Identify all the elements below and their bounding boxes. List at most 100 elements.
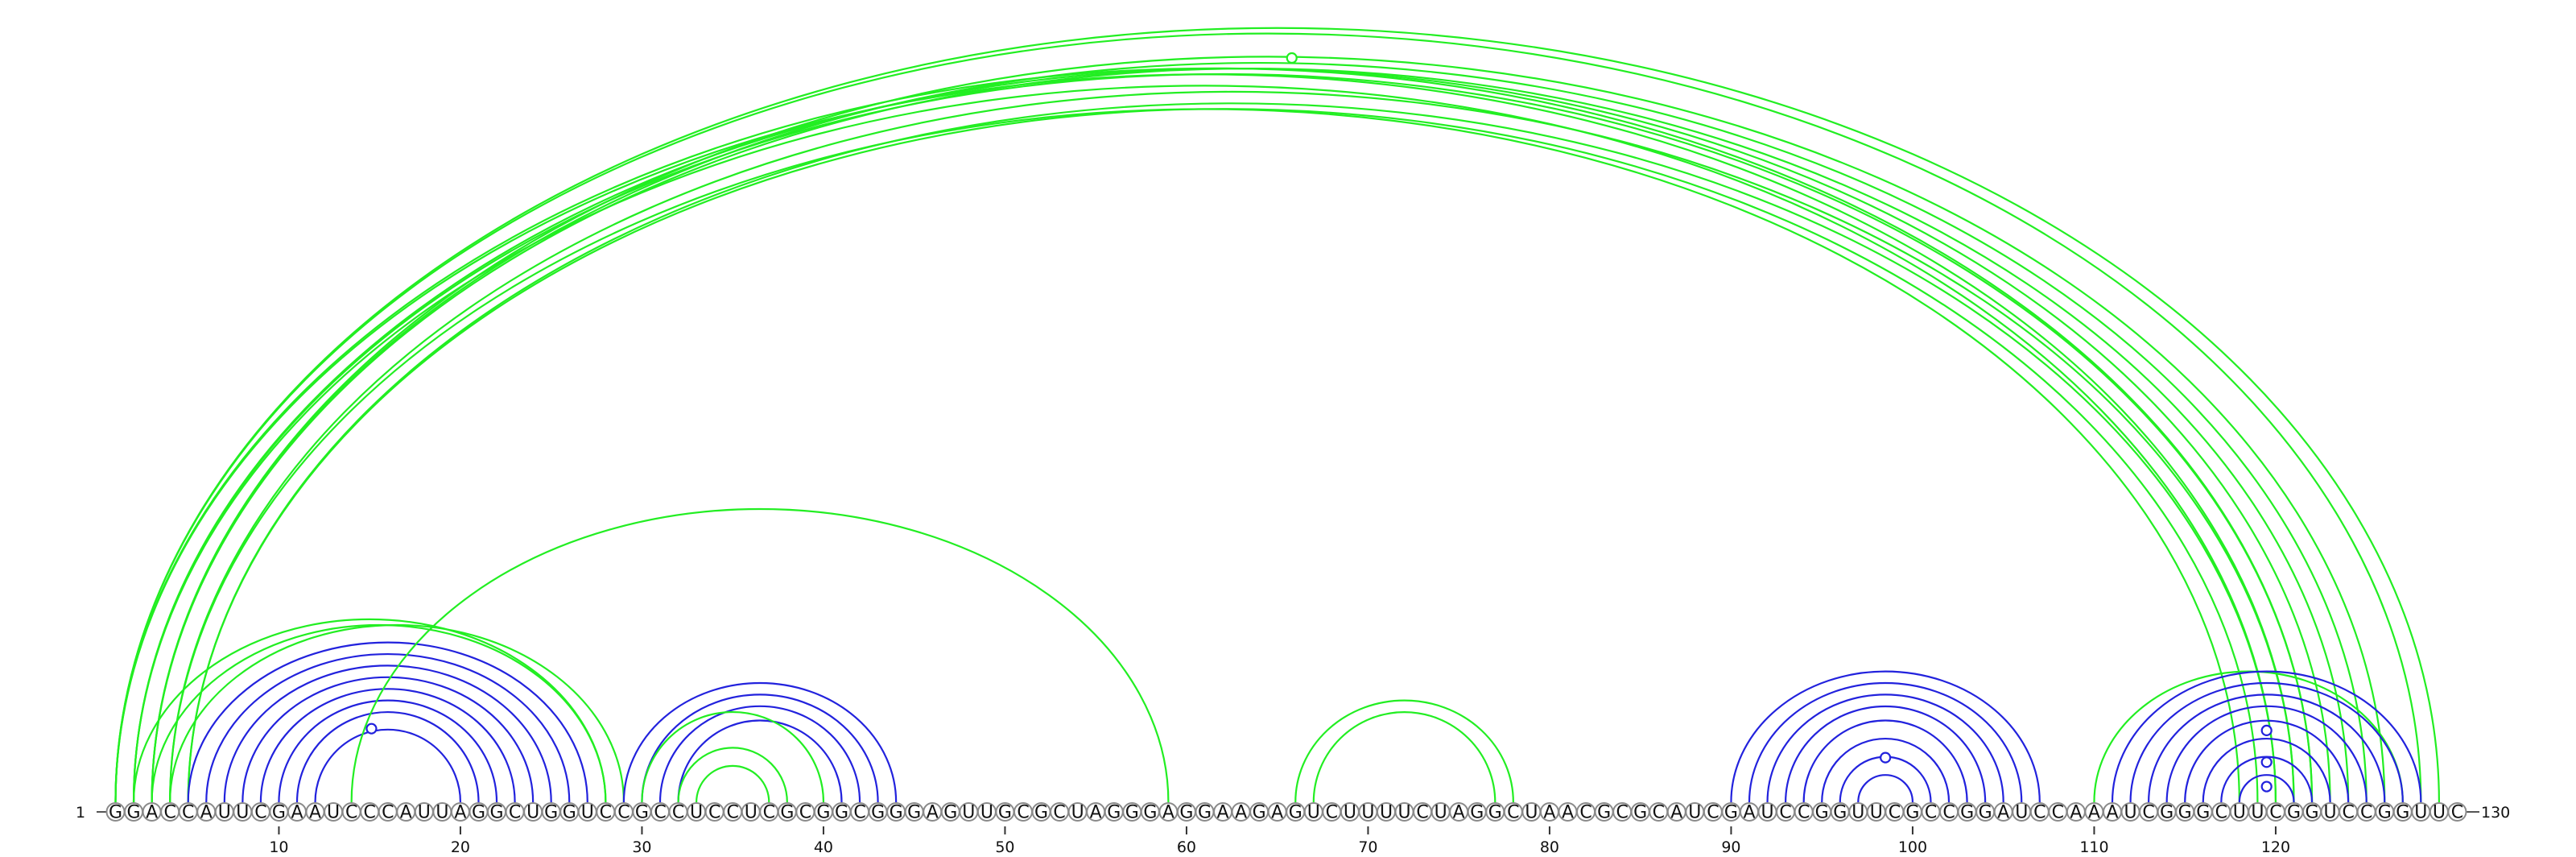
nucleotide: C — [2140, 803, 2157, 823]
nucleotide-letter: C — [1707, 803, 1719, 823]
tick-label-60: 60 — [1177, 838, 1196, 856]
nucleotide: U — [1305, 803, 1323, 823]
nucleotide: G — [906, 803, 923, 823]
nucleotide: G — [1033, 803, 1051, 823]
nucleotide-letter: G — [835, 803, 848, 823]
nucleotide: G — [560, 803, 578, 823]
nucleotide-letter: G — [1198, 803, 1212, 823]
nucleotide-letter: U — [980, 803, 993, 823]
nucleotide: A — [307, 803, 324, 823]
nucleotide: C — [1505, 803, 1522, 823]
nucleotide-letter: G — [1034, 803, 1048, 823]
nucleotide-letter: G — [1107, 803, 1121, 823]
arc-5-119 — [188, 109, 2258, 802]
nucleotide: G — [2176, 803, 2194, 823]
nucleotide: C — [796, 803, 814, 823]
nucleotide-letter: U — [218, 803, 231, 823]
nucleotide: G — [1105, 803, 1123, 823]
nucleotide: C — [1704, 803, 1722, 823]
nucleotide-letter: C — [708, 803, 720, 823]
nucleotide-letter: G — [472, 803, 485, 823]
nucleotide-letter: A — [146, 803, 158, 823]
nucleotide: C — [1922, 803, 1940, 823]
nucleotide-letter: U — [1525, 803, 1538, 823]
nucleotide: U — [960, 803, 977, 823]
nucleotide-letter: C — [364, 803, 376, 823]
nucleotide: C — [1323, 803, 1340, 823]
nucleotide-letter: U — [962, 803, 975, 823]
nucleotide-letter: U — [2433, 803, 2446, 823]
nucleotide: C — [851, 803, 869, 823]
nucleotide: G — [2194, 803, 2212, 823]
nucleotide: A — [923, 803, 941, 823]
nucleotide: C — [760, 803, 778, 823]
nucleotide: G — [470, 803, 488, 823]
nucleotide: U — [2013, 803, 2030, 823]
start-label: 1 — [76, 804, 85, 822]
nucleotide-letter: C — [654, 803, 666, 823]
nucleotide: G — [270, 803, 287, 823]
nucleotide: C — [651, 803, 669, 823]
nucleotide-letter: G — [2396, 803, 2409, 823]
nucleotide: C — [2212, 803, 2230, 823]
nucleotide-letter: U — [2251, 803, 2264, 823]
nucleotide-letter: C — [1616, 803, 1628, 823]
nucleotide: U — [1069, 803, 1087, 823]
nucleotide-letter: G — [1289, 803, 1302, 823]
nucleotide: U — [1849, 803, 1867, 823]
nucleotide: G — [1468, 803, 1486, 823]
nucleotide-letter: G — [2160, 803, 2174, 823]
nucleotide: A — [1541, 803, 1558, 823]
nucleotide: C — [1414, 803, 1431, 823]
marker-5 — [2262, 782, 2272, 792]
nucleotide: A — [1159, 803, 1177, 823]
arc-33-37 — [696, 766, 769, 802]
nucleotide-letter: C — [345, 803, 357, 823]
arc-2-120 — [134, 85, 2276, 802]
nucleotide-letter: G — [1633, 803, 1647, 823]
nucleotide-letter: A — [1453, 803, 1465, 823]
nucleotide-letter: U — [236, 803, 249, 823]
tick-label-20: 20 — [451, 838, 470, 856]
nucleotide-letter: U — [1361, 803, 1374, 823]
arc-4-29 — [170, 625, 624, 802]
nucleotide: G — [1486, 803, 1504, 823]
nucleotide-letter: G — [907, 803, 921, 823]
arc-97-100 — [1858, 775, 1913, 802]
nucleotide-letter: C — [853, 803, 865, 823]
nucleotide-letter: G — [1960, 803, 1974, 823]
nucleotide: U — [687, 803, 705, 823]
position-axis: 10 20 30 40 50 60 70 80 90 100 110 120 — [269, 826, 2290, 856]
nucleotide: U — [433, 803, 451, 823]
nucleotide-letter: C — [763, 803, 775, 823]
nucleotide: G — [996, 803, 1013, 823]
nucleotide-letter: U — [2414, 803, 2427, 823]
nucleotide: G — [633, 803, 650, 823]
nucleotide-letter: U — [526, 803, 539, 823]
tick-label-120: 120 — [2261, 838, 2290, 856]
nucleotide-letter: C — [182, 803, 194, 823]
arc-67-77 — [1314, 712, 1496, 802]
nucleotide-letter: G — [2178, 803, 2192, 823]
nucleotide-letter: U — [1688, 803, 1701, 823]
nucleotide: U — [415, 803, 433, 823]
nucleotide-letter: C — [1653, 803, 1665, 823]
arc-11-21 — [297, 712, 479, 802]
nucleotide-letter: U — [2124, 803, 2136, 823]
nucleotide: G — [942, 803, 960, 823]
nucleotide: C — [2049, 803, 2066, 823]
nucleotide: C — [506, 803, 524, 823]
nucleotide: G — [887, 803, 905, 823]
nucleotide: A — [1668, 803, 1686, 823]
nucleotide-letter: G — [871, 803, 885, 823]
nucleotide-letter: A — [1235, 803, 1247, 823]
nucleotide: C — [2267, 803, 2285, 823]
nucleotide: C — [343, 803, 361, 823]
arc-3-28 — [152, 625, 606, 802]
arc-1-129 — [116, 28, 2439, 802]
nucleotide-letter: G — [1125, 803, 1139, 823]
nucleotide: U — [1868, 803, 1885, 823]
arc-2-123 — [134, 68, 2330, 802]
nucleotide-letter: C — [1507, 803, 1519, 823]
nucleotide-letter: G — [890, 803, 903, 823]
